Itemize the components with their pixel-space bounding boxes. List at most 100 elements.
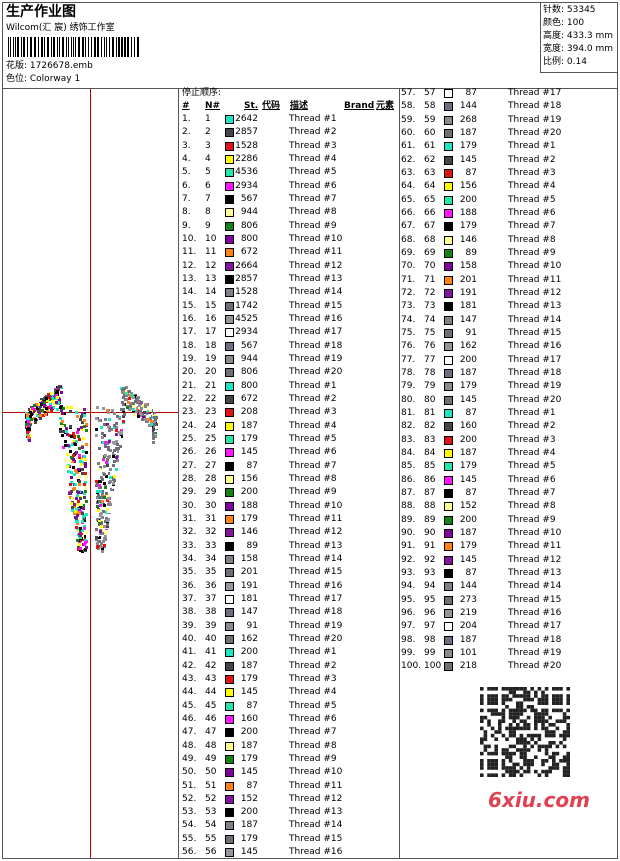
row-description: Thread #12 xyxy=(289,260,343,271)
stitch-block xyxy=(107,497,110,500)
row-stitches: 806 xyxy=(240,367,258,378)
row-description: Thread #13 xyxy=(289,807,343,818)
qr-module xyxy=(480,773,484,777)
qr-module xyxy=(501,759,506,763)
qr-module xyxy=(534,719,538,723)
row-stitches: 91 xyxy=(246,620,258,631)
row-index: 13. xyxy=(182,273,197,284)
stitch-block xyxy=(147,418,150,421)
color-swatch xyxy=(444,542,453,552)
qr-module xyxy=(530,733,534,738)
stitch-block xyxy=(75,434,78,437)
stitch-block xyxy=(112,482,115,485)
row-index: 62. xyxy=(401,154,416,165)
row-needle: 9 xyxy=(205,220,211,231)
stitch-block xyxy=(85,546,88,549)
row-description: Thread #3 xyxy=(508,167,556,178)
stitch-block xyxy=(78,438,81,441)
stitch-block xyxy=(28,428,31,431)
stitch-block xyxy=(95,536,98,539)
stitch-block xyxy=(115,429,118,432)
qr-module xyxy=(537,687,542,691)
row-stitches: 567 xyxy=(240,193,258,204)
row-index: 53. xyxy=(182,807,197,818)
qr-module xyxy=(512,769,516,774)
stitch-block xyxy=(49,394,52,397)
barcode-bar xyxy=(97,37,99,57)
stitch-block xyxy=(139,410,142,413)
stitch-block xyxy=(58,398,61,401)
stitch-block xyxy=(140,414,143,417)
stitch-block xyxy=(61,425,64,428)
color-swatch xyxy=(225,528,234,538)
qr-module xyxy=(505,755,509,759)
row-stitches: 87 xyxy=(465,407,477,418)
row-index: 45. xyxy=(182,700,197,711)
qr-module xyxy=(523,762,527,767)
stitch-block xyxy=(71,460,74,463)
stitch-block xyxy=(52,406,55,409)
row-description: Thread #20 xyxy=(289,633,343,644)
qr-module xyxy=(555,744,560,749)
row-description: Thread #5 xyxy=(289,433,337,444)
qr-module xyxy=(523,769,527,774)
row-description: Thread #13 xyxy=(289,540,343,551)
stitch-block xyxy=(78,454,81,457)
qr-module xyxy=(566,697,570,702)
stitch-block xyxy=(79,536,82,539)
stitch-block xyxy=(38,403,41,406)
qr-module xyxy=(552,762,556,767)
stitch-block xyxy=(101,500,104,503)
qr-module xyxy=(512,762,516,767)
stitch-block xyxy=(49,403,52,406)
row-index: 92. xyxy=(401,554,416,565)
stitch-block xyxy=(110,428,113,431)
row-stitches: 181 xyxy=(240,593,258,604)
qr-module xyxy=(566,726,570,731)
row-description: Thread #4 xyxy=(508,447,556,458)
qr-module xyxy=(559,687,563,691)
qr-module xyxy=(519,687,524,691)
stitch-block xyxy=(84,481,87,484)
color-swatch xyxy=(225,381,234,391)
stitch-block xyxy=(136,401,139,404)
color-swatch xyxy=(444,462,453,472)
stitch-block xyxy=(57,401,60,404)
stitch-block xyxy=(43,401,46,404)
qr-module xyxy=(498,726,502,731)
stitch-block xyxy=(132,402,135,405)
stitch-block xyxy=(69,496,72,499)
stitch-block xyxy=(84,548,87,551)
row-stitches: 188 xyxy=(240,500,258,511)
stitch-block xyxy=(81,550,84,553)
row-stitches: 800 xyxy=(240,233,258,244)
stitch-block xyxy=(103,482,106,485)
stitch-block xyxy=(85,423,88,426)
qr-module xyxy=(512,726,516,731)
qr-module xyxy=(544,769,549,774)
stitch-block xyxy=(81,472,84,475)
row-needle: 70 xyxy=(424,261,436,272)
stitch-block xyxy=(27,435,30,438)
row-index: 46. xyxy=(182,713,197,724)
row-index: 89. xyxy=(401,514,416,525)
qr-module xyxy=(541,708,545,713)
stitch-block xyxy=(102,441,105,444)
stitch-block xyxy=(109,480,112,483)
row-description: Thread #6 xyxy=(508,207,556,218)
qr-module xyxy=(526,733,531,738)
qr-module xyxy=(519,712,524,716)
qr-module xyxy=(548,741,552,745)
stitch-block xyxy=(39,414,42,417)
qr-module xyxy=(508,726,513,731)
stitch-block xyxy=(115,447,118,450)
row-stitches: 87 xyxy=(246,780,258,791)
stitch-block xyxy=(52,398,55,401)
row-index: 73. xyxy=(401,301,416,312)
qr-module xyxy=(508,751,513,756)
row-index: 70. xyxy=(401,261,416,272)
qr-module xyxy=(562,759,567,763)
stitch-block xyxy=(25,421,28,424)
stitch-block xyxy=(83,527,86,530)
stitch-block xyxy=(105,492,108,495)
